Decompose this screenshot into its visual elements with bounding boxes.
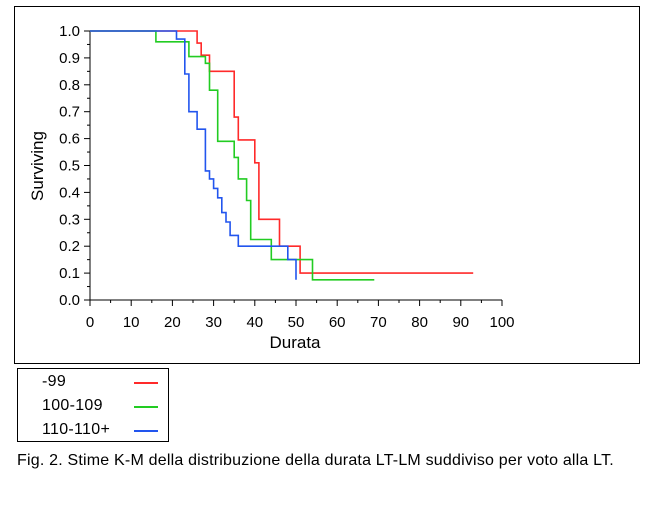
legend-item: 110-110+: [18, 419, 168, 441]
y-axis-label: Surviving: [28, 131, 47, 201]
chart-axes: 0.0 0.1 0.2 0.3 0.4 0.5 0.6 0.7 0.8 0.9 1.0 0 10 20 30…: [59, 23, 514, 331]
legend-swatch: [134, 382, 158, 384]
y-tick-label: 1.0: [59, 23, 80, 40]
y-tick-label: 0.5: [59, 158, 80, 175]
series-layer: [90, 30, 474, 281]
x-tick-label: 10: [123, 314, 140, 331]
legend-label: -99: [42, 373, 67, 390]
y-tick-label: 0.7: [59, 104, 80, 121]
series-line-110-110+: [90, 30, 297, 280]
figure-caption: Fig. 2. Stime K-M della distribuzione de…: [17, 452, 614, 469]
y-tick-label: 0.4: [59, 184, 80, 201]
legend-label: 100-109: [42, 397, 103, 414]
y-tick-label: 0.2: [59, 238, 80, 255]
legend-item: -99: [18, 371, 168, 393]
legend-swatch: [134, 406, 158, 408]
x-tick-label: 90: [452, 314, 469, 331]
y-tick-label: 0.3: [59, 211, 80, 228]
y-tick-label: 0.1: [59, 265, 80, 282]
y-tick-label: 0.0: [59, 292, 80, 309]
legend-swatch: [134, 430, 158, 432]
x-tick-label: 20: [164, 314, 181, 331]
x-tick-label: 70: [370, 314, 387, 331]
legend-item: 100-109: [18, 395, 168, 417]
y-tick-label: 0.6: [59, 131, 80, 148]
y-tick-label: 0.9: [59, 50, 80, 67]
x-tick-label: 30: [205, 314, 222, 331]
x-axis-label: Durata: [269, 333, 321, 352]
x-tick-label: 50: [288, 314, 305, 331]
x-tick-label: 80: [411, 314, 428, 331]
legend: -99 100-109 110-110+: [17, 368, 169, 442]
x-tick-label: 60: [329, 314, 346, 331]
km-chart: 0.0 0.1 0.2 0.3 0.4 0.5 0.6 0.7 0.8 0.9 1.0 0 10 20 30…: [28, 23, 515, 352]
x-tick-label: 0: [86, 314, 94, 331]
x-tick-label: 100: [489, 314, 514, 331]
y-tick-label: 0.8: [59, 77, 80, 94]
figure-frame: [14, 6, 640, 364]
x-tick-label: 40: [246, 314, 263, 331]
legend-label: 110-110+: [42, 421, 111, 438]
series-line--99: [90, 30, 474, 274]
series-line-100-109: [90, 30, 375, 281]
